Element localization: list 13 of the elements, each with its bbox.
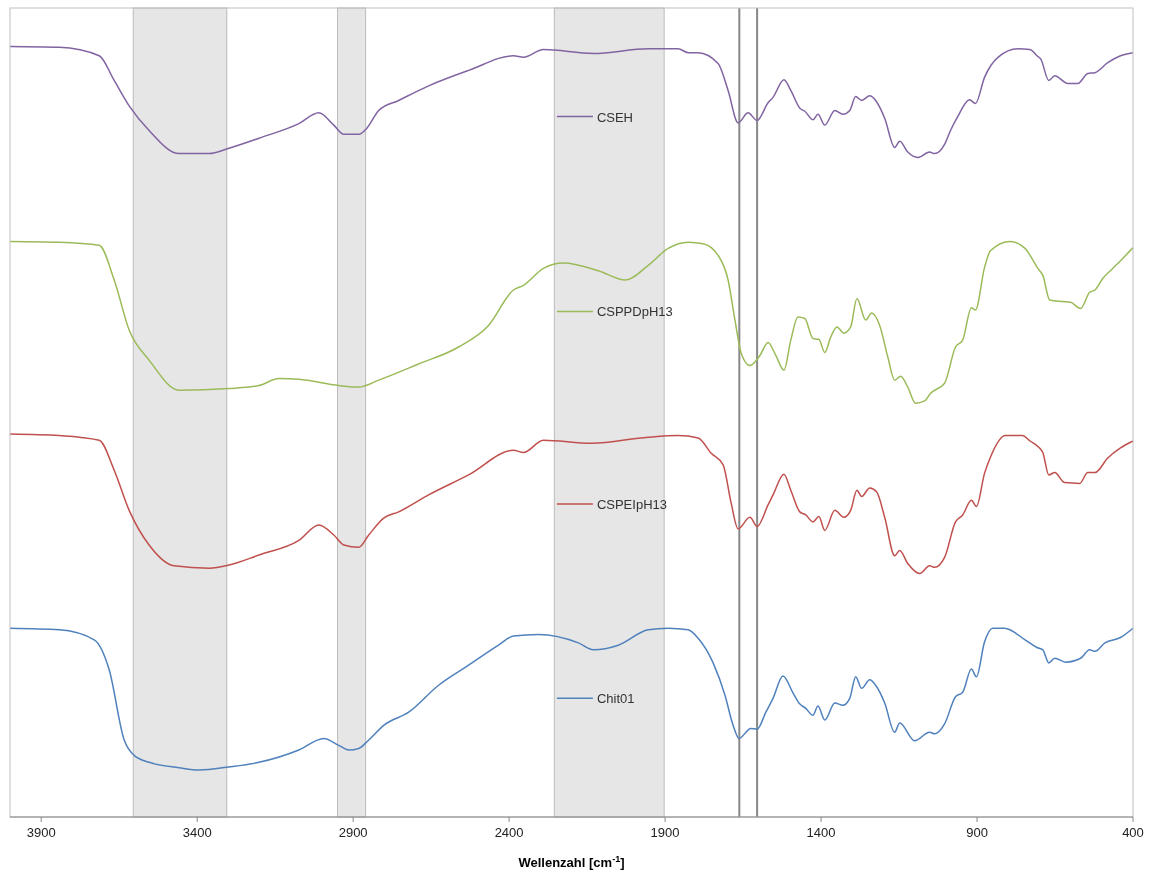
x-tick-label: 3900 bbox=[26, 825, 56, 840]
legend-label: CSEH bbox=[596, 109, 634, 125]
legend-label: CSPPDpH13 bbox=[596, 304, 673, 320]
x-tick-label: 900 bbox=[966, 825, 988, 840]
x-tick-label: 2400 bbox=[494, 825, 524, 840]
x-tick-label: 3400 bbox=[182, 825, 212, 840]
legend-label: Chit01 bbox=[596, 691, 635, 707]
x-tick-label: 400 bbox=[1122, 825, 1144, 840]
x-tick-label: 1900 bbox=[650, 825, 680, 840]
x-axis-title: Wellenzahl [cm$^{-1}$] bbox=[518, 854, 625, 870]
legend-label: CSPEIpH13 bbox=[596, 497, 667, 513]
x-tick-label: 2900 bbox=[338, 825, 368, 840]
x-tick-label: 1400 bbox=[806, 825, 836, 840]
